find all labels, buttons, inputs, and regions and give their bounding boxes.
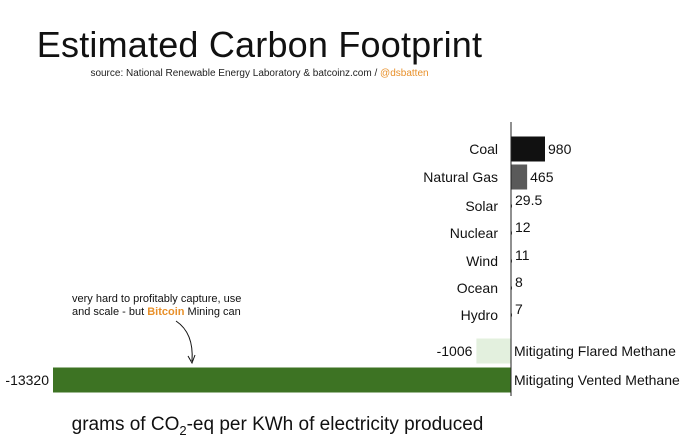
annotation-line-2-pre: and scale - but: [72, 306, 148, 318]
annotation-line-1: very hard to profitably capture, use: [72, 293, 242, 305]
bars-group: [53, 136, 545, 393]
category-label-solar: Solar: [465, 198, 498, 214]
x-axis-label-post: -eq per KWh of electricity produced: [186, 414, 484, 435]
category-label-coal: Coal: [469, 141, 498, 157]
category-label-mitigating-vented-methane: Mitigating Vented Methane: [514, 372, 680, 388]
bar-coal: [511, 136, 545, 162]
value-label-mitigating-flared-methane: -1006: [437, 343, 473, 359]
category-label-mitigating-flared-methane: Mitigating Flared Methane: [514, 343, 676, 359]
chart-title: Estimated Carbon Footprint: [36, 24, 483, 65]
annotation-arrowhead: [187, 354, 196, 365]
value-label-nuclear: 12: [515, 219, 531, 235]
value-label-coal: 980: [548, 141, 572, 157]
annotation-arrow: [175, 320, 193, 362]
labels-group: Coal 980 Natural Gas 465 Solar 29.5 Nuclear 12 W…: [5, 141, 680, 388]
value-label-wind: 11: [515, 247, 530, 263]
source-text: source: National Renewable Energy Labora…: [90, 68, 381, 79]
chart-source: source: National Renewable Energy Labora…: [0, 68, 519, 79]
x-axis-label-sub: 2: [179, 422, 187, 438]
value-label-ocean: 8: [515, 274, 523, 290]
value-label-solar: 29.5: [515, 192, 542, 208]
category-label-natural-gas: Natural Gas: [423, 169, 498, 185]
source-handle[interactable]: @dsbatten: [380, 68, 429, 79]
category-label-ocean: Ocean: [457, 280, 498, 296]
annotation-line-2: and scale - but Bitcoin Mining can: [72, 306, 272, 319]
category-label-hydro: Hydro: [461, 307, 499, 323]
value-label-natural-gas: 465: [530, 169, 554, 185]
x-axis-label-pre: grams of CO: [71, 414, 180, 435]
annotation-note: very hard to profitably capture, use and…: [72, 293, 272, 319]
value-label-hydro: 7: [515, 301, 523, 317]
annotation-line-2-post: Mining can: [184, 306, 241, 318]
x-axis-label: grams of CO2-eq per KWh of electricity p…: [0, 414, 555, 438]
bar-natural-gas: [511, 164, 528, 190]
category-label-wind: Wind: [466, 253, 498, 269]
bar-mitigating-vented-methane: [53, 367, 511, 393]
annotation-highlight: Bitcoin: [147, 306, 185, 318]
category-label-nuclear: Nuclear: [450, 225, 499, 241]
bar-mitigating-flared-methane: [476, 338, 511, 364]
value-label-mitigating-vented-methane: -13320: [5, 372, 49, 388]
